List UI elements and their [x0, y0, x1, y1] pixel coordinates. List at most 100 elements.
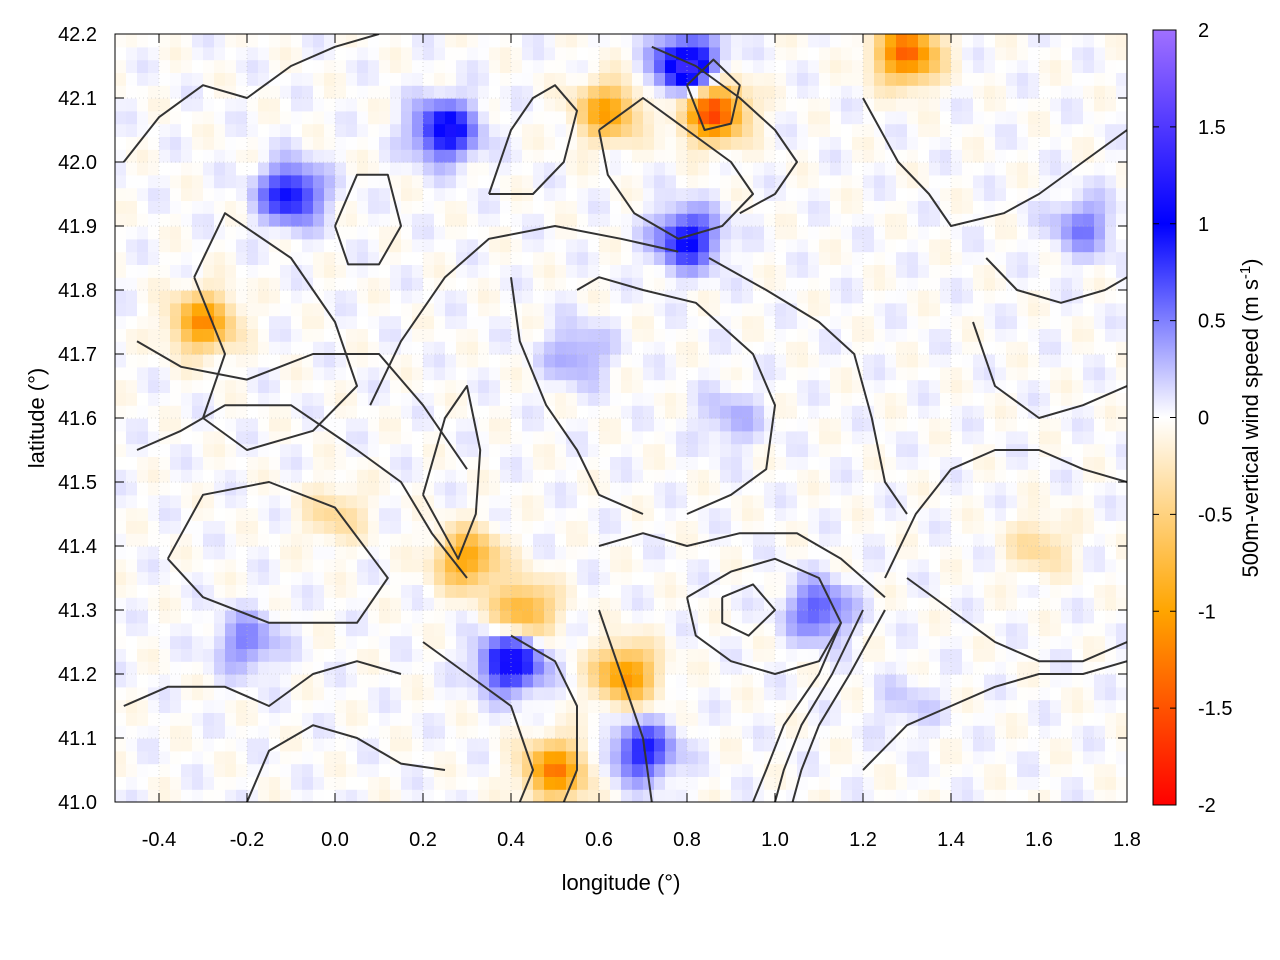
heatmap-cell [676, 149, 688, 163]
heatmap-cell [170, 251, 182, 265]
heatmap-cell [951, 98, 963, 112]
heatmap-cell [412, 315, 424, 329]
heatmap-cell [929, 418, 941, 432]
heatmap-cell [467, 648, 479, 662]
heatmap-cell [929, 187, 941, 201]
heatmap-cell [632, 456, 644, 470]
heatmap-cell [775, 238, 787, 253]
heatmap-cell [379, 558, 391, 573]
heatmap-cell [1017, 469, 1029, 483]
heatmap-cell [489, 379, 501, 393]
heatmap-cell [346, 533, 358, 547]
heatmap-cell [874, 750, 886, 765]
heatmap-cell [841, 290, 853, 304]
heatmap-cell [126, 59, 138, 73]
heatmap-cell [951, 482, 963, 496]
heatmap-cell [973, 277, 985, 291]
heatmap-cell [918, 789, 930, 802]
heatmap-cell [907, 85, 919, 99]
heatmap-cell [676, 558, 688, 573]
heatmap-cell [885, 110, 897, 125]
heatmap-cell [995, 213, 1007, 227]
heatmap-cell [852, 341, 864, 355]
heatmap-cell [390, 123, 402, 137]
heatmap-cell [632, 238, 644, 253]
heatmap-cell [907, 622, 919, 637]
heatmap-cell [478, 149, 490, 163]
heatmap-cell [720, 661, 732, 675]
heatmap-cell [940, 750, 952, 765]
heatmap-cell [379, 430, 391, 445]
heatmap-cell [335, 366, 347, 381]
heatmap-cell [665, 789, 677, 802]
heatmap-cell [929, 354, 941, 368]
heatmap-cell [423, 597, 435, 611]
heatmap-cell [676, 136, 688, 150]
heatmap-cell [775, 789, 787, 802]
heatmap-cell [225, 98, 237, 112]
heatmap-cell [555, 162, 567, 176]
heatmap-cell [412, 238, 424, 253]
heatmap-cell [588, 584, 600, 598]
heatmap-cell [544, 635, 556, 649]
heatmap-cell [489, 34, 501, 48]
heatmap-cell [258, 661, 270, 675]
heatmap-cell [357, 98, 369, 112]
heatmap-cell [434, 533, 446, 547]
heatmap-cell [1017, 85, 1029, 99]
heatmap-cell [478, 597, 490, 611]
heatmap-cell [907, 558, 919, 573]
heatmap-cell [940, 738, 952, 752]
heatmap-cell [577, 558, 589, 573]
heatmap-cell [731, 558, 743, 573]
heatmap-cell [115, 251, 127, 265]
heatmap-cell [753, 162, 765, 176]
heatmap-cell [357, 430, 369, 445]
heatmap-cell [918, 72, 930, 86]
heatmap-cell [841, 98, 853, 112]
heatmap-cell [357, 59, 369, 73]
heatmap-cell [456, 648, 468, 662]
heatmap-cell [533, 238, 545, 253]
heatmap-cell [995, 251, 1007, 265]
heatmap-cell [1017, 686, 1029, 701]
heatmap-cell [280, 405, 292, 419]
heatmap-cell [115, 789, 127, 802]
heatmap-cell [786, 277, 798, 291]
heatmap-cell [775, 750, 787, 765]
heatmap-cell [973, 200, 985, 214]
heatmap-cell [588, 725, 600, 739]
heatmap-cell [214, 162, 226, 176]
heatmap-cell [973, 494, 985, 509]
heatmap-cell [346, 379, 358, 393]
heatmap-cell [280, 277, 292, 291]
heatmap-cell [676, 776, 688, 790]
heatmap-cell [291, 72, 303, 86]
heatmap-cell [511, 290, 523, 304]
heatmap-cell [918, 366, 930, 381]
heatmap-cell [126, 405, 138, 419]
heatmap-cell [698, 507, 710, 521]
heatmap-cell [478, 558, 490, 573]
heatmap-cell [753, 635, 765, 649]
heatmap-cell [786, 110, 798, 125]
heatmap-cell [951, 264, 963, 278]
heatmap-cell [610, 776, 622, 790]
heatmap-cell [665, 418, 677, 432]
heatmap-cell [896, 251, 908, 265]
heatmap-cell [577, 264, 589, 278]
heatmap-cell [511, 699, 523, 713]
heatmap-cell [566, 430, 578, 445]
heatmap-cell [302, 379, 314, 393]
heatmap-cell [148, 405, 160, 419]
heatmap-cell [313, 546, 325, 560]
heatmap-cell [412, 712, 424, 726]
heatmap-cell [819, 200, 831, 214]
heatmap-cell [830, 277, 842, 291]
heatmap-cell [522, 405, 534, 419]
heatmap-cell [434, 238, 446, 253]
heatmap-cell [632, 430, 644, 445]
heatmap-cell [940, 776, 952, 790]
heatmap-cell [742, 226, 754, 240]
heatmap-cell [390, 226, 402, 240]
